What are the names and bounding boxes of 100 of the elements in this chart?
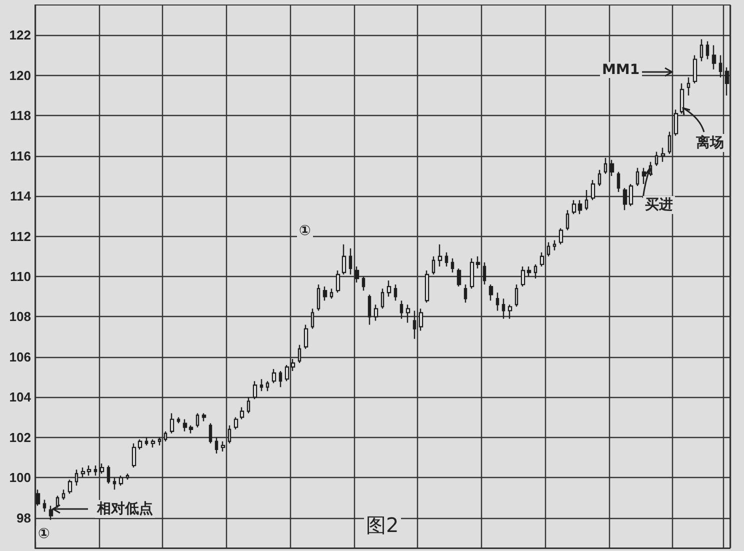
candlestick xyxy=(316,284,320,312)
candlestick xyxy=(680,82,684,114)
candlestick xyxy=(170,412,174,434)
y-tick-label: 114 xyxy=(10,188,32,204)
candlestick xyxy=(234,416,238,430)
candlestick xyxy=(584,189,588,211)
candlestick xyxy=(36,489,40,506)
candlestick xyxy=(176,416,180,424)
candlestick xyxy=(418,308,424,332)
candlestick xyxy=(304,324,308,350)
y-tick-label: 120 xyxy=(9,68,31,83)
candlestick xyxy=(706,40,710,60)
candlestick xyxy=(482,262,486,286)
candlestick xyxy=(144,436,148,446)
candlestick xyxy=(138,438,142,450)
candlestick xyxy=(56,495,60,508)
candlestick xyxy=(642,167,646,185)
candlestick xyxy=(712,44,716,70)
candlestick xyxy=(182,418,188,432)
candlestick xyxy=(342,244,346,276)
candlestick xyxy=(252,380,258,400)
candlestick xyxy=(470,258,474,290)
candlestick xyxy=(558,228,564,245)
candlestick xyxy=(692,54,698,84)
candlestick xyxy=(508,304,512,320)
y-tick-label: 112 xyxy=(10,228,31,244)
candlestick xyxy=(456,268,462,288)
candlestick xyxy=(636,167,640,187)
candlestick xyxy=(118,475,124,486)
candlestick xyxy=(214,436,218,454)
candlestick xyxy=(228,424,232,444)
candlestick xyxy=(86,464,92,476)
candlestick xyxy=(540,252,544,268)
candlestick xyxy=(566,210,570,231)
candlestick xyxy=(628,183,634,207)
candlestick xyxy=(208,422,212,444)
candlestick xyxy=(284,364,290,382)
annotation: 买进 xyxy=(643,196,675,214)
candlestick xyxy=(106,464,110,484)
candlestick xyxy=(150,438,156,448)
candlestick xyxy=(62,489,66,500)
candlestick xyxy=(534,264,538,280)
candlestick xyxy=(598,169,602,187)
y-tick-label: 104 xyxy=(9,390,32,405)
candlestick xyxy=(196,412,200,428)
candlestick xyxy=(674,108,678,136)
candlestick xyxy=(246,396,250,414)
candlestick xyxy=(330,288,334,300)
candlestick xyxy=(438,244,442,268)
candlestick xyxy=(100,462,104,474)
y-tick-label: 118 xyxy=(10,108,31,124)
candlestick xyxy=(188,424,194,434)
candlestick xyxy=(164,430,168,442)
candlestick xyxy=(724,66,730,96)
candlestick xyxy=(464,284,468,304)
candlestick xyxy=(476,256,480,270)
annotation: 相对低点 xyxy=(95,500,155,518)
candlestick xyxy=(394,284,398,302)
annotation: ① xyxy=(36,526,52,542)
candlestick xyxy=(158,436,162,446)
y-tick-label: 106 xyxy=(9,349,31,364)
annotation: 图2 xyxy=(364,512,401,539)
candlestick xyxy=(94,464,98,476)
candlestick xyxy=(380,288,384,310)
candlestick xyxy=(514,284,518,308)
candlestick xyxy=(298,344,302,364)
candlestick xyxy=(450,258,454,274)
candlestick xyxy=(74,468,78,486)
candlestick xyxy=(616,171,620,193)
y-tick-label: 100 xyxy=(9,470,31,486)
candlestick xyxy=(220,440,226,452)
candlestick xyxy=(266,380,270,392)
candlestick xyxy=(546,242,550,257)
candlestick xyxy=(488,284,494,302)
candlestick xyxy=(590,179,596,201)
candlestick xyxy=(424,270,430,304)
candlestick xyxy=(718,54,722,78)
candlestick xyxy=(68,479,72,494)
candlestick xyxy=(368,294,372,326)
candlestick xyxy=(400,300,404,320)
candlestick xyxy=(622,187,628,211)
annotation: MM1 xyxy=(600,62,642,78)
candlestick xyxy=(290,358,296,372)
y-tick-label: 122 xyxy=(9,28,31,43)
candlestick xyxy=(496,292,500,312)
candlestick xyxy=(578,199,582,215)
candlestick xyxy=(240,406,244,420)
candlestick xyxy=(112,477,116,490)
candlestick xyxy=(604,157,608,175)
y-tick-label: 108 xyxy=(9,309,31,324)
candlestick xyxy=(668,131,672,154)
y-tick-label: 102 xyxy=(9,430,31,445)
candlestick xyxy=(444,252,448,268)
candlestick xyxy=(260,378,264,392)
candlestick xyxy=(700,38,704,62)
candlestick xyxy=(654,151,658,166)
candlestick xyxy=(552,240,556,251)
annotation: 离场 xyxy=(694,134,726,152)
candlestick xyxy=(132,442,136,468)
candlestick xyxy=(374,304,378,322)
